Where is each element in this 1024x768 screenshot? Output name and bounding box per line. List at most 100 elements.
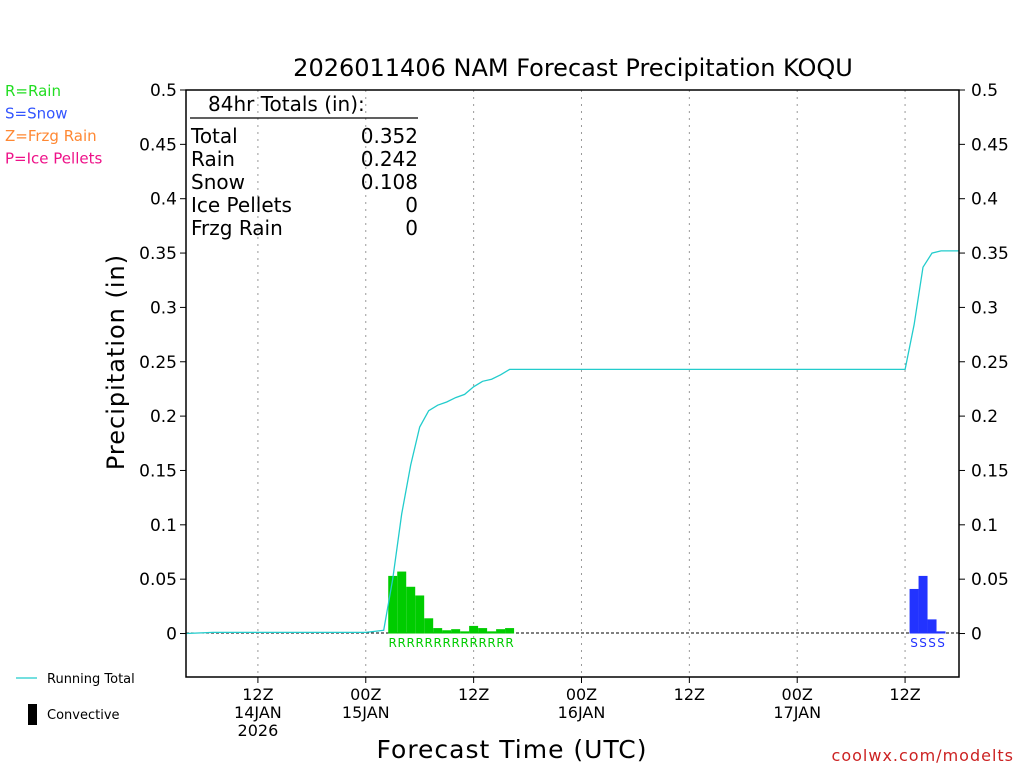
precip-bar-rain: [415, 595, 425, 634]
totals-value: 0.108: [361, 170, 418, 194]
y-tick-label-left: 0.1: [150, 516, 177, 536]
totals-label: Total: [190, 124, 238, 148]
precip-bar-rain: [451, 629, 461, 634]
precip-bar-rain: [505, 628, 515, 634]
y-tick-label-right: 0.35: [971, 244, 1009, 264]
precip-bar-rain: [478, 628, 488, 634]
x-tick-label: 00Z: [350, 685, 381, 704]
precip-bar-rain: [433, 628, 443, 634]
y-tick-label-left: 0.2: [150, 407, 177, 427]
precip-bar-rain: [388, 575, 398, 634]
y-tick-label-right: 0.05: [971, 570, 1009, 590]
totals-header: 84hr Totals (in):: [208, 92, 365, 116]
type-legend-entry: S=Snow: [5, 105, 68, 123]
y-axis-right: 0 0.05 0.1 0.15 0.2 0.25 0.3 0.35 0.4 0.45 0.5: [959, 81, 1009, 645]
x-tick-label: 2026: [238, 721, 279, 740]
precip-type-marker-rain: R: [389, 636, 397, 650]
bottom-legend: Running Total Convective: [16, 672, 135, 725]
y-tick-label-left: 0.15: [139, 461, 177, 481]
totals-label: Ice Pellets: [191, 193, 292, 217]
totals-value: 0.352: [361, 124, 418, 148]
precip-bar-rain: [397, 571, 407, 634]
y-tick-label-left: 0.35: [139, 244, 177, 264]
precip-type-marker-rain: R: [425, 636, 433, 650]
totals-box: 84hr Totals (in): Total 0.352 Rain 0.242 Sno…: [190, 92, 418, 240]
x-axis-label: Forecast Time (UTC): [377, 735, 648, 764]
type-legend-entry: R=Rain: [5, 82, 61, 100]
precip-bar-rain: [406, 586, 416, 634]
y-tick-label-left: 0.5: [150, 81, 177, 101]
precip-type-marker-rain: R: [451, 636, 459, 650]
type-legend-entry: P=Ice Pellets: [5, 150, 102, 168]
precip-type-marker-rain: R: [505, 636, 513, 650]
credit-text: coolwx.com/modelts: [832, 746, 1014, 765]
x-tick-label: 00Z: [782, 685, 813, 704]
precip-bar-rain: [496, 629, 506, 634]
totals-label: Rain: [191, 147, 235, 171]
precip-type-marker-rain: R: [496, 636, 504, 650]
precip-bar-rain: [442, 630, 452, 634]
y-axis-label: Precipitation (in): [102, 254, 130, 470]
precip-bar-snow: [936, 631, 946, 634]
totals-label: Snow: [191, 170, 245, 194]
plot-frame: [185, 89, 960, 678]
x-tick-label: 00Z: [566, 685, 597, 704]
type-legend-entry: Z=Frzg Rain: [5, 127, 97, 145]
y-tick-label-right: 0.2: [971, 407, 998, 427]
y-axis-left: 0 0.05 0.1 0.15 0.2 0.25 0.3 0.35 0.4 0.45 0.5: [139, 81, 186, 645]
precip-bar-snow: [909, 588, 919, 634]
precip-type-legend: R=Rain S=Snow Z=Frzg Rain P=Ice Pellets: [5, 82, 102, 168]
precip-type-marker-rain: R: [487, 636, 495, 650]
y-tick-label-left: 0.45: [139, 135, 177, 155]
precip-bar-rain: [487, 631, 497, 634]
precip-type-marker-snow: S: [910, 636, 918, 650]
precip-bar-rain: [460, 631, 470, 634]
legend-label: Convective: [47, 708, 120, 723]
precip-type-marker-rain: R: [469, 636, 477, 650]
precip-type-marker-rain: R: [407, 636, 415, 650]
y-tick-label-left: 0.3: [150, 298, 177, 318]
precip-bar-snow: [927, 619, 937, 634]
x-tick-label: 14JAN: [234, 703, 282, 722]
precip-bar-rain: [469, 625, 479, 634]
x-tick-label: 12Z: [674, 685, 705, 704]
y-tick-label-left: 0.25: [139, 353, 177, 373]
chart-title: 2026011406 NAM Forecast Precipitation KO…: [293, 54, 853, 82]
precip-type-marker-rain: R: [416, 636, 424, 650]
x-tick-label: 12Z: [458, 685, 489, 704]
precip-bar-snow: [918, 575, 928, 634]
y-tick-label-right: 0.3: [971, 298, 998, 318]
x-tick-label: 12Z: [889, 685, 920, 704]
precip-type-marker-snow: S: [928, 636, 936, 650]
y-tick-label-right: 0.45: [971, 135, 1009, 155]
totals-value: 0.242: [361, 147, 418, 171]
totals-label: Frzg Rain: [191, 216, 283, 240]
legend-swatch-bar: [28, 704, 37, 725]
x-tick-label: 12Z: [242, 685, 273, 704]
y-tick-label-left: 0.05: [139, 570, 177, 590]
totals-value: 0: [405, 216, 418, 240]
precip-type-marker-snow: S: [937, 636, 945, 650]
x-tick-label: 16JAN: [558, 703, 606, 722]
y-tick-label-right: 0: [971, 625, 982, 645]
precip-type-marker-rain: R: [478, 636, 486, 650]
x-tick-label: 15JAN: [342, 703, 390, 722]
y-tick-label-left: 0.4: [150, 190, 177, 210]
y-tick-label-right: 0.4: [971, 190, 998, 210]
grid-lines: [257, 90, 906, 677]
precip-bars: [388, 571, 946, 634]
precip-type-marker-rain: R: [398, 636, 406, 650]
precip-type-marker-rain: R: [434, 636, 442, 650]
totals-value: 0: [405, 193, 418, 217]
y-tick-label-right: 0.15: [971, 461, 1009, 481]
precip-type-marker-rain: R: [460, 636, 468, 650]
legend-label: Running Total: [47, 672, 135, 687]
y-tick-label-right: 0.5: [971, 81, 998, 101]
running-total-line: [185, 250, 959, 635]
y-tick-label-right: 0.1: [971, 516, 998, 536]
precip-type-marker-snow: S: [919, 636, 927, 650]
y-tick-label-left: 0: [166, 625, 177, 645]
y-tick-label-right: 0.25: [971, 353, 1009, 373]
